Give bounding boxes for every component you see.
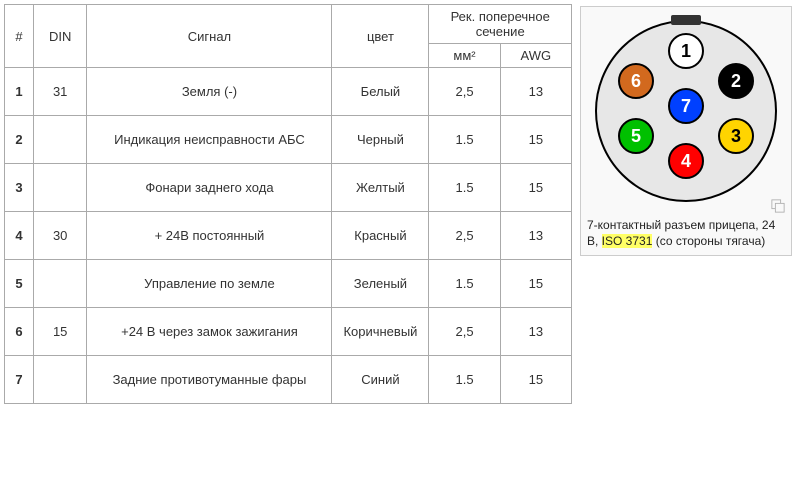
th-section: Рек. поперечное сечение bbox=[429, 5, 572, 44]
svg-text:3: 3 bbox=[731, 126, 741, 146]
svg-text:6: 6 bbox=[631, 71, 641, 91]
svg-text:7: 7 bbox=[681, 96, 691, 116]
th-din: DIN bbox=[33, 5, 86, 68]
svg-text:5: 5 bbox=[631, 126, 641, 146]
cell-signal: + 24В постоянный bbox=[87, 212, 332, 260]
cell-din: 15 bbox=[33, 308, 86, 356]
cell-mm: 2,5 bbox=[429, 68, 500, 116]
cell-color: Коричневый bbox=[332, 308, 429, 356]
pin-1: 1 bbox=[669, 34, 703, 68]
cell-signal: Управление по земле bbox=[87, 260, 332, 308]
cell-mm: 1.5 bbox=[429, 260, 500, 308]
th-mm: мм² bbox=[429, 44, 500, 68]
svg-text:1: 1 bbox=[681, 41, 691, 61]
pin-3: 3 bbox=[719, 119, 753, 153]
cell-mm: 1.5 bbox=[429, 164, 500, 212]
cell-din bbox=[33, 356, 86, 404]
cell-awg: 15 bbox=[500, 116, 571, 164]
th-num: # bbox=[5, 5, 34, 68]
cell-signal: Задние противотуманные фары bbox=[87, 356, 332, 404]
cell-color: Белый bbox=[332, 68, 429, 116]
cell-num: 2 bbox=[5, 116, 34, 164]
svg-text:2: 2 bbox=[731, 71, 741, 91]
pin-5: 5 bbox=[619, 119, 653, 153]
pinout-table: # DIN Сигнал цвет Рек. поперечное сечени… bbox=[4, 4, 572, 404]
caption-highlight: ISO 3731 bbox=[602, 234, 653, 248]
connector-tab bbox=[671, 15, 701, 25]
table-row: 2 Индикация неисправности АБСЧерный1.515 bbox=[5, 116, 572, 164]
th-color: цвет bbox=[332, 5, 429, 68]
cell-color: Желтый bbox=[332, 164, 429, 212]
cell-din bbox=[33, 164, 86, 212]
th-awg: AWG bbox=[500, 44, 571, 68]
cell-din bbox=[33, 260, 86, 308]
cell-signal: +24 В через замок зажигания bbox=[87, 308, 332, 356]
cell-color: Синий bbox=[332, 356, 429, 404]
table-row: 131Земля (-)Белый2,513 bbox=[5, 68, 572, 116]
cell-mm: 2,5 bbox=[429, 212, 500, 260]
cell-mm: 1.5 bbox=[429, 116, 500, 164]
cell-signal: Фонари заднего хода bbox=[87, 164, 332, 212]
table-row: 3 Фонари заднего ходаЖелтый1.515 bbox=[5, 164, 572, 212]
cell-num: 3 bbox=[5, 164, 34, 212]
th-signal: Сигнал bbox=[87, 5, 332, 68]
pin-6: 6 bbox=[619, 64, 653, 98]
cell-awg: 15 bbox=[500, 356, 571, 404]
cell-awg: 13 bbox=[500, 212, 571, 260]
cell-din: 31 bbox=[33, 68, 86, 116]
cell-din: 30 bbox=[33, 212, 86, 260]
table-row: 5 Управление по землеЗеленый1.515 bbox=[5, 260, 572, 308]
cell-color: Зеленый bbox=[332, 260, 429, 308]
cell-din bbox=[33, 116, 86, 164]
cell-num: 1 bbox=[5, 68, 34, 116]
connector-figure: 1 2 3 4 5 6 7 7-контактный разъем прицепа, 24 … bbox=[580, 6, 792, 256]
pin-4: 4 bbox=[669, 144, 703, 178]
cell-num: 5 bbox=[5, 260, 34, 308]
cell-color: Красный bbox=[332, 212, 429, 260]
table-row: 7 Задние противотуманные фарыСиний1.515 bbox=[5, 356, 572, 404]
cell-num: 6 bbox=[5, 308, 34, 356]
cell-mm: 1.5 bbox=[429, 356, 500, 404]
pin-2: 2 bbox=[719, 64, 753, 98]
cell-awg: 13 bbox=[500, 68, 571, 116]
figure-caption: 7-контактный разъем прицепа, 24 В, ISO 3… bbox=[585, 217, 787, 251]
caption-suffix: (со стороны тягача) bbox=[652, 234, 765, 248]
cell-num: 4 bbox=[5, 212, 34, 260]
cell-awg: 15 bbox=[500, 260, 571, 308]
cell-num: 7 bbox=[5, 356, 34, 404]
cell-awg: 13 bbox=[500, 308, 571, 356]
cell-signal: Земля (-) bbox=[87, 68, 332, 116]
pin-7: 7 bbox=[669, 89, 703, 123]
enlarge-icon[interactable] bbox=[771, 199, 785, 213]
connector-diagram: 1 2 3 4 5 6 7 bbox=[586, 11, 786, 211]
cell-mm: 2,5 bbox=[429, 308, 500, 356]
svg-text:4: 4 bbox=[681, 151, 691, 171]
cell-awg: 15 bbox=[500, 164, 571, 212]
table-row: 430+ 24В постоянныйКрасный2,513 bbox=[5, 212, 572, 260]
cell-color: Черный bbox=[332, 116, 429, 164]
cell-signal: Индикация неисправности АБС bbox=[87, 116, 332, 164]
table-row: 615+24 В через замок зажиганияКоричневый… bbox=[5, 308, 572, 356]
